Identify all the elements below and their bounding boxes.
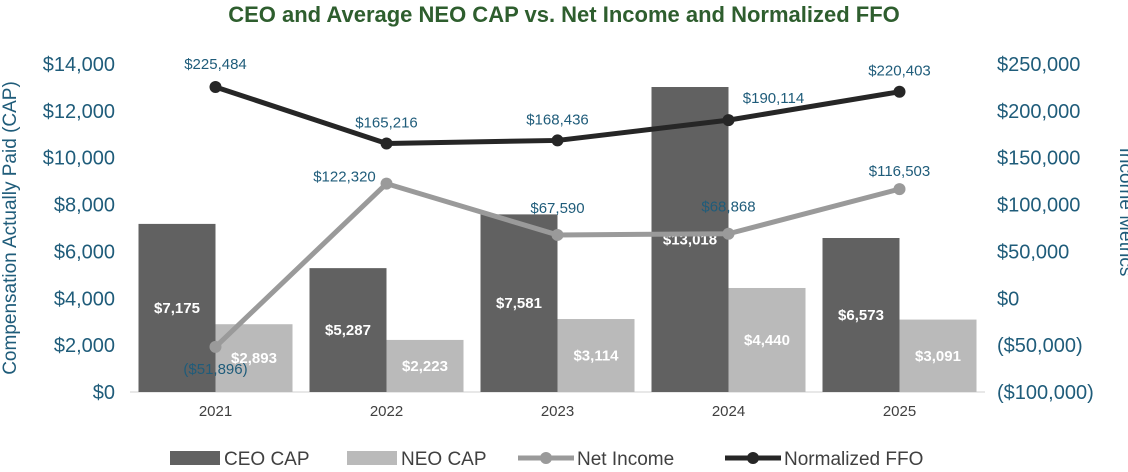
legend-label: Net Income	[577, 449, 674, 470]
bar-neo-cap	[899, 319, 977, 392]
bar-neo-cap	[557, 319, 635, 392]
bar-data-label: $7,175	[154, 300, 200, 317]
bar-ceo-cap	[651, 87, 729, 392]
bar-ceo-cap	[822, 238, 900, 392]
legend-label: CEO CAP	[224, 449, 310, 470]
bar-neo-cap	[386, 339, 464, 392]
bar-data-label: $7,581	[496, 295, 542, 312]
y2-tick-label: ($50,000)	[997, 335, 1083, 357]
bar-neo-cap	[728, 287, 806, 392]
y-axis-title: Compensation Actually Paid (CAP)	[0, 81, 21, 375]
line-data-label: $220,403	[868, 63, 931, 80]
line-data-label: ($51,896)	[183, 361, 247, 378]
bar-data-label: $3,114	[573, 348, 619, 365]
bar-data-label: $6,573	[838, 307, 884, 324]
y2-tick-label: $50,000	[997, 241, 1069, 263]
y-tick-label: $10,000	[43, 148, 115, 170]
bar-data-label: $3,091	[915, 348, 961, 365]
bar-data-label: $2,893	[231, 350, 277, 367]
line-data-label: $122,320	[313, 169, 376, 186]
y2-tick-label: $100,000	[997, 195, 1080, 217]
legend-swatch	[347, 451, 397, 465]
line-marker	[209, 80, 222, 93]
line-data-label: $68,868	[701, 199, 755, 216]
bar-ceo-cap	[309, 268, 387, 392]
line-marker	[893, 85, 906, 98]
bar-data-label: $5,287	[325, 322, 371, 339]
bar-data-label: $4,440	[744, 332, 790, 349]
y-tick-label: $0	[93, 382, 115, 404]
y2-tick-label: ($100,000)	[997, 382, 1094, 404]
line-data-label: $116,503	[869, 163, 930, 180]
line-data-label: $165,216	[355, 114, 418, 131]
line-data-label: $190,114	[743, 90, 804, 107]
y-tick-label: $4,000	[54, 288, 115, 310]
line-marker	[722, 114, 735, 127]
bar-ceo-cap	[138, 223, 216, 392]
legend-label: Normalized FFO	[784, 449, 923, 470]
y2-tick-label: $150,000	[997, 148, 1080, 170]
line-data-label: $168,436	[526, 111, 589, 128]
bar-ceo-cap	[480, 214, 558, 392]
legend-marker	[747, 452, 759, 464]
y-tick-label: $8,000	[54, 195, 115, 217]
x-tick-label: 2021	[199, 403, 232, 420]
y2-tick-label: $0	[997, 288, 1019, 310]
chart-title: CEO and Average NEO CAP vs. Net Income a…	[228, 2, 900, 27]
legend-swatch	[170, 451, 220, 465]
line-data-label: $225,484	[184, 56, 247, 73]
y-tick-label: $6,000	[54, 241, 115, 263]
x-tick-label: 2024	[712, 403, 745, 420]
plot-area: $0 $2,000 $4,000 $6,000 $8,000 $10,000 $12,000…	[43, 54, 1094, 420]
line-marker	[380, 137, 393, 150]
legend-marker	[540, 452, 552, 464]
legend-label: NEO CAP	[401, 449, 487, 470]
y2-tick-label: $250,000	[997, 54, 1080, 76]
y-tick-label: $12,000	[43, 101, 115, 123]
y-tick-label: $2,000	[54, 335, 115, 357]
line-marker	[209, 340, 222, 353]
line-data-label: $67,590	[530, 200, 584, 217]
line-marker	[551, 228, 564, 241]
y2-tick-label: $200,000	[997, 101, 1080, 123]
x-tick-label: 2025	[883, 403, 916, 420]
y-tick-label: $14,000	[43, 54, 115, 76]
line-marker	[893, 183, 906, 196]
line-marker	[551, 134, 564, 147]
x-tick-label: 2023	[541, 403, 574, 420]
y2-axis-title: Income Metrics	[1115, 148, 1128, 277]
bar-data-label: $2,223	[402, 358, 448, 375]
x-tick-label: 2022	[370, 403, 403, 420]
legend: CEO CAP NEO CAP Net Income Normalized FFO	[170, 449, 923, 470]
line-marker	[722, 227, 735, 240]
line-marker	[380, 177, 393, 190]
